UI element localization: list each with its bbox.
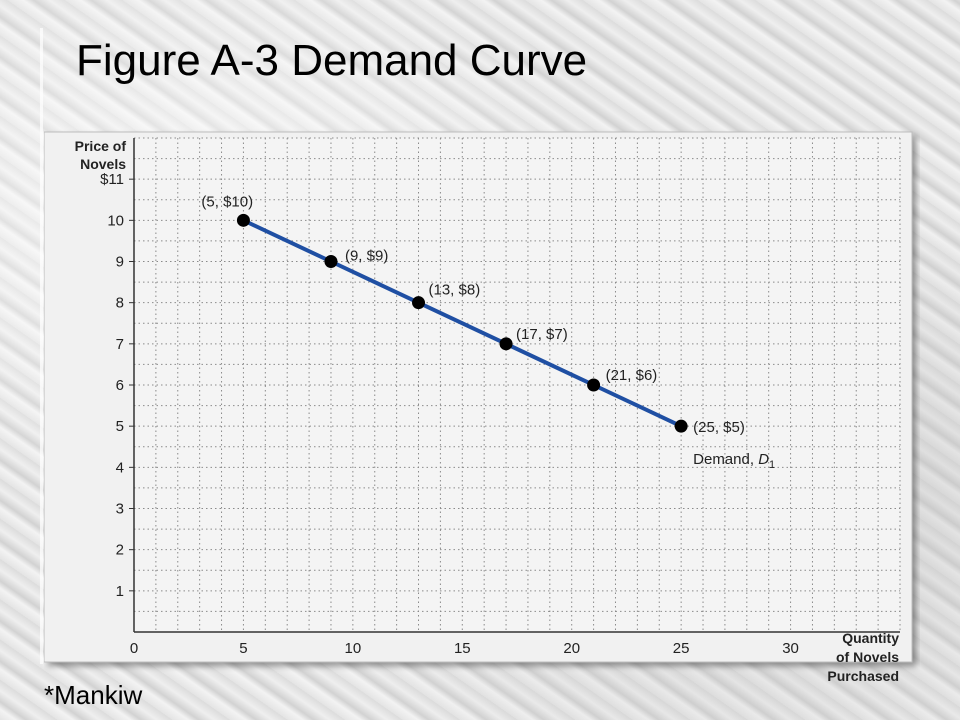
data-point — [412, 296, 426, 310]
y-tick-label: 10 — [107, 212, 124, 229]
demand-series — [236, 213, 688, 433]
y-tick-label: 6 — [116, 377, 124, 394]
x-tick-label: 25 — [673, 640, 690, 657]
demand-curve-label-subscript: 1 — [769, 459, 775, 471]
x-axis-title-line: Quantity — [842, 630, 899, 646]
y-axis-title: Price of Novels — [75, 138, 127, 172]
y-tick-label: 3 — [116, 501, 124, 518]
demand-line — [241, 218, 684, 429]
y-axis-title-line: Price of — [75, 138, 127, 154]
source-footnote: *Mankiw — [44, 680, 143, 710]
y-tick-label: 8 — [116, 295, 124, 312]
point-labels: (5, $10) (9, $9) (13, $8) (17, $7) (21, $6) (… — [201, 193, 744, 436]
data-point — [236, 213, 250, 227]
data-point — [499, 337, 513, 351]
slide-title: Figure A-3 Demand Curve — [76, 36, 588, 85]
x-axis-title-line: Purchased — [827, 668, 899, 684]
chart-svg: 1 2 3 4 5 6 7 8 9 10 $11 0 5 10 15 20 25 30 Price of Novel… — [44, 131, 913, 684]
x-axis-title: Quantity of Novels Purchased — [827, 630, 899, 684]
x-tick-label: 20 — [563, 640, 580, 657]
demand-curve-label: Demand, D1 — [693, 451, 775, 471]
data-point-label: (17, $7) — [516, 326, 568, 343]
grid — [134, 137, 901, 632]
data-point-label: (5, $10) — [201, 193, 253, 210]
data-point — [324, 255, 338, 268]
y-tick-label: 7 — [116, 336, 124, 353]
tick-labels: 1 2 3 4 5 6 7 8 9 10 $11 0 5 10 15 20 25 30 — [100, 171, 799, 657]
y-tick-label: $11 — [100, 171, 124, 188]
left-decorative-rule — [40, 28, 43, 664]
demand-chart: 1 2 3 4 5 6 7 8 9 10 $11 0 5 10 15 20 25 30 Price of Novel… — [44, 126, 920, 698]
y-tick-label: 1 — [116, 583, 124, 600]
y-axis-title-line: Novels — [80, 156, 126, 172]
y-tick-label: 9 — [116, 254, 124, 271]
data-point-label: (21, $6) — [606, 367, 658, 384]
x-tick-label: 15 — [454, 640, 471, 657]
demand-curve-label-italic: D — [758, 451, 769, 468]
y-tick-label: 2 — [116, 542, 124, 559]
y-tick-label: 4 — [116, 459, 124, 476]
demand-curve-label-main: Demand, — [693, 451, 758, 468]
x-axis-title-line: of Novels — [836, 649, 899, 665]
data-point-label: (25, $5) — [693, 419, 745, 436]
series-label: Demand, D1 — [693, 451, 775, 471]
x-tick-label: 5 — [239, 640, 247, 657]
x-tick-label: 10 — [345, 640, 362, 657]
data-point — [674, 419, 688, 433]
data-point — [587, 378, 601, 392]
y-tick-label: 5 — [116, 418, 124, 435]
x-tick-label: 30 — [782, 640, 799, 657]
data-point-label: (13, $8) — [429, 282, 481, 299]
x-tick-label: 0 — [130, 640, 138, 657]
data-point-label: (9, $9) — [345, 248, 388, 265]
